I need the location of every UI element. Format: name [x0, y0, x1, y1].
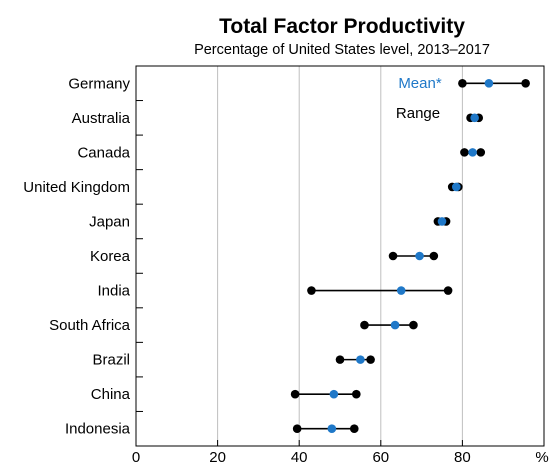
range-max-point-5 [429, 251, 439, 261]
chart-title: Total Factor Productivity [219, 15, 465, 38]
category-label-6: India [97, 283, 130, 300]
category-label-5: Korea [90, 248, 131, 265]
category-label-2: Canada [77, 144, 130, 161]
category-label-7: South Africa [49, 317, 131, 334]
range-min-point-9 [290, 389, 300, 399]
range-max-point-10 [349, 424, 359, 434]
range-max-point-6 [443, 286, 453, 295]
range-max-point-2 [476, 148, 486, 157]
x-tick-label-60: 60 [372, 449, 389, 466]
category-label-10: Indonesia [65, 421, 131, 438]
mean-point-6 [396, 286, 406, 295]
mean-point-8 [356, 355, 365, 364]
mean-point-7 [390, 320, 400, 330]
x-tick-label-0: 0 [132, 449, 140, 466]
mean-point-1 [470, 113, 479, 123]
range-min-point-0 [458, 78, 467, 88]
x-tick-labels: 0 20 40 60 80 [132, 449, 471, 466]
chart-subtitle: Percentage of United States level, 2013–… [194, 42, 490, 58]
category-label-8: Brazil [92, 352, 130, 369]
range-lines [295, 82, 526, 430]
range-max-point-7 [409, 320, 418, 330]
range-min-point-2 [460, 148, 469, 157]
x-tick-label-40: 40 [291, 449, 308, 466]
category-label-9: China [91, 386, 131, 403]
mean-point-5 [415, 251, 424, 261]
x-unit-label: % [535, 449, 548, 466]
y-axis-ticks [136, 100, 143, 412]
x-axis-ticks [135, 440, 463, 446]
category-label-4: Japan [89, 213, 130, 230]
range-max-point-0 [521, 78, 530, 88]
mean-point-10 [327, 424, 337, 434]
range-min-point-8 [335, 355, 345, 364]
plot-frame [135, 65, 545, 447]
range-min-point-6 [307, 286, 316, 295]
mean-point-0 [484, 78, 494, 88]
range-max-point-8 [366, 355, 375, 364]
mean-point-3 [451, 182, 461, 192]
range-max-point-9 [352, 389, 361, 399]
x-tick-label-20: 20 [209, 449, 226, 466]
mean-point-9 [329, 389, 339, 399]
mean-point-4 [437, 217, 447, 226]
category-label-1: Australia [72, 110, 131, 127]
mean-point-2 [468, 148, 477, 157]
category-label-0: Germany [68, 75, 130, 92]
range-min-point-10 [292, 424, 302, 434]
range-min-point-7 [360, 320, 369, 330]
x-tick-label-80: 80 [454, 449, 471, 466]
category-label-3: United Kingdom [23, 179, 130, 196]
legend-mean-label: Mean* [398, 75, 442, 92]
category-labels: Germany Australia Canada United Kingdom Japa… [23, 75, 130, 437]
range-min-point-5 [388, 251, 398, 261]
gridlines [217, 66, 463, 446]
legend-range-label: Range [396, 105, 440, 122]
data-points [290, 78, 530, 434]
